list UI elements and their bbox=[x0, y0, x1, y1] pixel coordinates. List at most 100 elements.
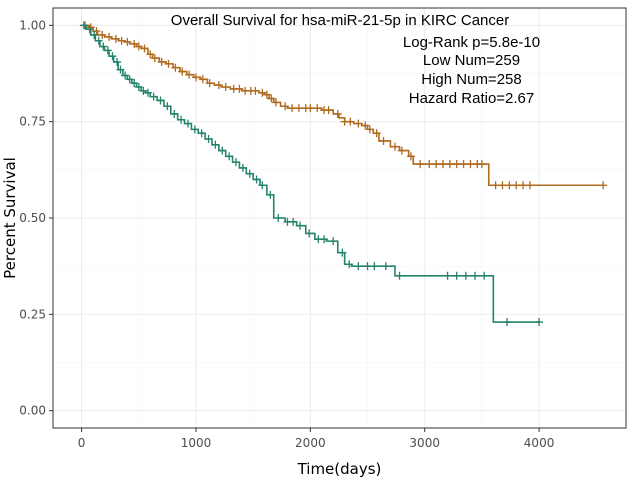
censor-mark bbox=[390, 142, 399, 151]
censor-mark bbox=[163, 102, 172, 111]
censor-mark bbox=[272, 98, 281, 107]
censor-mark bbox=[262, 90, 271, 99]
censor-mark bbox=[190, 125, 199, 134]
censor-mark bbox=[121, 71, 130, 80]
annotation-high-num: High Num=258 bbox=[421, 71, 522, 88]
censor-mark bbox=[178, 67, 187, 76]
censor-mark bbox=[512, 181, 521, 190]
censor-mark bbox=[198, 75, 207, 84]
censor-mark bbox=[99, 42, 108, 51]
censor-mark bbox=[459, 160, 468, 169]
censor-mark bbox=[111, 34, 120, 43]
censor-mark bbox=[395, 271, 404, 280]
censor-mark bbox=[171, 63, 180, 72]
censor-mark bbox=[185, 70, 194, 79]
censor-mark bbox=[205, 79, 214, 88]
censor-mark bbox=[370, 262, 379, 271]
chart-title: Overall Survival for hsa-miR-21-5p in KI… bbox=[170, 12, 510, 29]
censor-mark bbox=[108, 52, 117, 61]
censor-mark bbox=[491, 181, 500, 190]
censor-mark bbox=[425, 160, 434, 169]
censor-mark bbox=[361, 121, 370, 130]
censor-mark bbox=[125, 75, 134, 84]
y-tick-label: 0.75 bbox=[19, 115, 46, 129]
censor-mark bbox=[320, 235, 329, 244]
y-tick-label: 1.00 bbox=[19, 18, 46, 32]
y-axis-title: Percent Survival bbox=[1, 157, 19, 279]
censor-mark bbox=[289, 217, 298, 226]
censor-mark bbox=[113, 57, 122, 66]
censor-mark bbox=[266, 190, 275, 199]
censor-mark bbox=[197, 129, 206, 138]
censor-mark bbox=[238, 163, 247, 172]
y-tick-label: 0.00 bbox=[19, 404, 46, 418]
censor-mark bbox=[281, 102, 290, 111]
censor-mark bbox=[416, 160, 425, 169]
censor-mark bbox=[103, 46, 112, 55]
censor-mark bbox=[354, 119, 363, 128]
censor-mark bbox=[146, 50, 155, 59]
censor-mark bbox=[211, 140, 220, 149]
censor-mark bbox=[461, 271, 470, 280]
censor-mark bbox=[294, 104, 303, 113]
censor-mark bbox=[251, 86, 260, 95]
censor-mark bbox=[98, 30, 107, 39]
censor-mark bbox=[149, 92, 158, 101]
censor-mark bbox=[85, 25, 94, 34]
censor-mark bbox=[90, 30, 99, 39]
censor-mark bbox=[235, 84, 244, 93]
censor-mark bbox=[150, 54, 159, 63]
censor-mark bbox=[381, 262, 390, 271]
x-tick-label: 3000 bbox=[409, 436, 440, 450]
censor-mark bbox=[139, 86, 148, 95]
censor-mark bbox=[372, 129, 381, 138]
censor-mark bbox=[225, 152, 234, 161]
x-tick-label: 0 bbox=[78, 436, 86, 450]
censor-mark bbox=[365, 125, 374, 134]
x-tick-label: 1000 bbox=[181, 436, 212, 450]
censor-mark bbox=[363, 262, 372, 271]
censor-mark bbox=[134, 42, 143, 51]
censor-mark bbox=[214, 81, 223, 90]
censor-mark bbox=[406, 152, 415, 161]
censor-mark bbox=[79, 21, 88, 30]
censor-mark bbox=[498, 181, 507, 190]
censor-mark bbox=[170, 109, 179, 118]
censor-mark bbox=[252, 175, 261, 184]
censor-mark bbox=[466, 160, 475, 169]
censor-mark bbox=[183, 119, 192, 128]
censor-mark bbox=[305, 229, 314, 238]
annotation-low-num: Low Num=259 bbox=[422, 52, 521, 69]
censor-mark bbox=[503, 318, 512, 327]
censor-mark bbox=[535, 318, 544, 327]
censor-mark bbox=[306, 104, 315, 113]
y-tick-label: 0.50 bbox=[19, 211, 46, 225]
censor-mark bbox=[599, 181, 608, 190]
y-tick-label: 0.25 bbox=[19, 307, 46, 321]
censor-mark bbox=[94, 36, 103, 45]
censor-mark bbox=[346, 117, 355, 126]
censor-mark bbox=[505, 181, 514, 190]
censor-mark bbox=[143, 88, 152, 97]
censor-mark bbox=[379, 136, 388, 145]
censor-mark bbox=[191, 73, 200, 82]
annotation-logrank: Log-Rank p=5.8e-10 bbox=[402, 34, 541, 51]
censor-mark bbox=[221, 82, 230, 91]
censor-mark bbox=[439, 160, 448, 169]
annotation-hazard-ratio: Hazard Ratio=2.67 bbox=[408, 90, 535, 107]
censor-mark bbox=[105, 32, 114, 41]
censor-mark bbox=[519, 181, 528, 190]
censor-mark bbox=[471, 271, 480, 280]
censor-mark bbox=[157, 57, 166, 66]
censor-mark bbox=[164, 59, 173, 68]
censor-mark bbox=[313, 104, 322, 113]
censor-mark bbox=[480, 271, 489, 280]
censor-mark bbox=[267, 94, 276, 103]
censor-mark bbox=[445, 160, 454, 169]
censor-mark bbox=[116, 65, 125, 74]
censor-mark bbox=[258, 181, 267, 190]
x-tick-label: 2000 bbox=[295, 436, 326, 450]
censor-mark bbox=[123, 37, 132, 46]
censor-mark bbox=[245, 169, 254, 178]
